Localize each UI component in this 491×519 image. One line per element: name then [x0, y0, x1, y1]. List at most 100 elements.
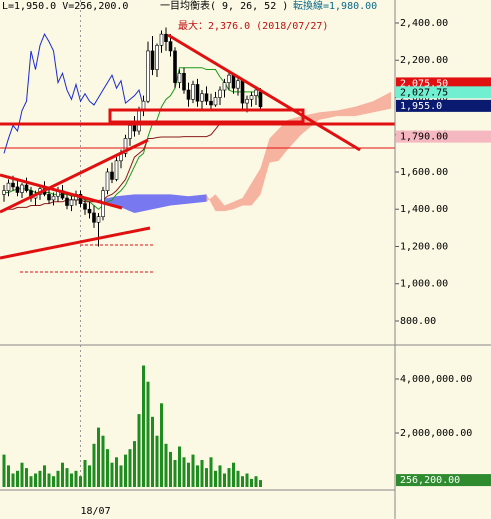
y-tick-label: 2,400.00	[400, 18, 448, 29]
cloud-segment	[355, 101, 373, 117]
candle-body	[96, 216, 101, 223]
volume-bar	[191, 454, 195, 487]
candle-body	[213, 97, 218, 106]
volume-bar	[34, 473, 37, 487]
candle-body	[6, 182, 11, 191]
y-tick-label: 2,200.00	[400, 55, 448, 66]
indicator-line	[4, 67, 261, 210]
volume-bar	[74, 470, 78, 487]
indicator-line	[3, 33, 144, 154]
volume-bar	[223, 473, 226, 487]
candle-body	[132, 125, 137, 132]
y-tick-label: 2,000,000.00	[400, 428, 472, 439]
volume-bar	[101, 435, 105, 487]
candle-body	[110, 171, 114, 180]
y-tick-label: 1,200.00	[400, 241, 448, 252]
candle-body	[204, 93, 209, 102]
volume-bar	[56, 470, 60, 487]
volume-bar	[70, 473, 73, 487]
price-tag	[396, 99, 491, 112]
candle-body	[92, 212, 96, 223]
candle-body	[173, 50, 177, 83]
candle-body	[209, 100, 213, 106]
cloud-segment	[251, 168, 261, 206]
volume-bar	[182, 457, 186, 487]
candle-body	[2, 190, 6, 195]
indicator-line	[4, 121, 261, 210]
cloud-segment	[170, 194, 189, 206]
cloud-segment	[242, 183, 252, 206]
drawings	[0, 33, 395, 273]
volume-bar	[218, 465, 222, 487]
price-tag	[396, 86, 491, 99]
volume-bar	[128, 449, 132, 487]
price-tag	[396, 130, 491, 143]
volume-bar	[169, 451, 172, 487]
candle-body	[195, 84, 200, 102]
volume-bar	[88, 465, 91, 487]
cloud-segment	[188, 194, 207, 204]
volume-bar	[187, 462, 190, 487]
volume-bar	[209, 457, 213, 487]
candle-body	[20, 184, 24, 193]
volume-bar	[241, 476, 244, 487]
candle-body	[65, 197, 69, 206]
candle-body	[155, 45, 159, 70]
volume-bar	[124, 454, 127, 487]
volume-bar	[7, 465, 10, 487]
volume-bar	[155, 435, 159, 487]
candle-body	[191, 84, 195, 100]
candle-body	[231, 74, 236, 89]
candle-body	[177, 72, 182, 83]
volume-bar	[79, 476, 82, 487]
cloud-segment	[319, 110, 337, 120]
y-tick-label: 1,400.00	[400, 204, 448, 215]
candle-body	[254, 89, 258, 96]
cloud-segment	[269, 129, 279, 163]
trend-line	[0, 226, 151, 260]
conversion-line-value: 転換線=1,980.00	[293, 0, 377, 12]
volume-bar	[16, 470, 19, 487]
candle-body	[128, 125, 132, 139]
candle-body	[87, 208, 92, 214]
cloud-segment	[98, 196, 117, 206]
max-note: 最大：2,376.0 (2018/07/27)	[178, 19, 328, 32]
cloud-segment	[373, 91, 391, 113]
candle-body	[78, 194, 83, 204]
volume-bar	[61, 462, 64, 487]
trend-line	[0, 138, 149, 214]
cloud-segment	[134, 194, 153, 213]
x-tick-label: 18/07	[81, 506, 111, 517]
candle-body	[150, 50, 155, 70]
volume-bar	[160, 403, 163, 487]
volume-bar	[227, 468, 231, 487]
cloud-segment	[206, 194, 216, 212]
price-tag-label: 2,027.75	[400, 87, 448, 98]
volume-bar	[151, 416, 154, 487]
volume-bar	[146, 381, 150, 487]
volume-bar	[254, 476, 258, 487]
volume-bar	[259, 480, 262, 487]
cloud-segment	[215, 194, 225, 212]
volume-bar	[196, 465, 199, 487]
candle-body	[146, 50, 150, 102]
candle-body	[245, 99, 249, 104]
volume-bar	[133, 441, 136, 487]
indicator: 一目均衡表( 9, 26, 52 )	[160, 0, 288, 12]
cloud-segment	[337, 106, 355, 117]
price-tag-label: 1,790.00	[400, 132, 448, 143]
cloud-segment	[224, 201, 234, 212]
y-tick-label: 4,000,000.00	[400, 374, 472, 385]
volume-bar	[47, 473, 51, 487]
volume-bar	[65, 468, 69, 487]
price-tag-label: 256,200.00	[400, 475, 460, 486]
candle-body	[249, 95, 254, 100]
candle-body	[11, 182, 15, 188]
volume-bar	[250, 478, 253, 487]
candle-body	[222, 82, 227, 91]
volume-bar	[52, 476, 55, 487]
volume-bar	[200, 460, 204, 487]
volume-bar	[205, 468, 208, 487]
volume-bar	[92, 443, 96, 487]
y-tick-label: 800.00	[400, 316, 436, 327]
